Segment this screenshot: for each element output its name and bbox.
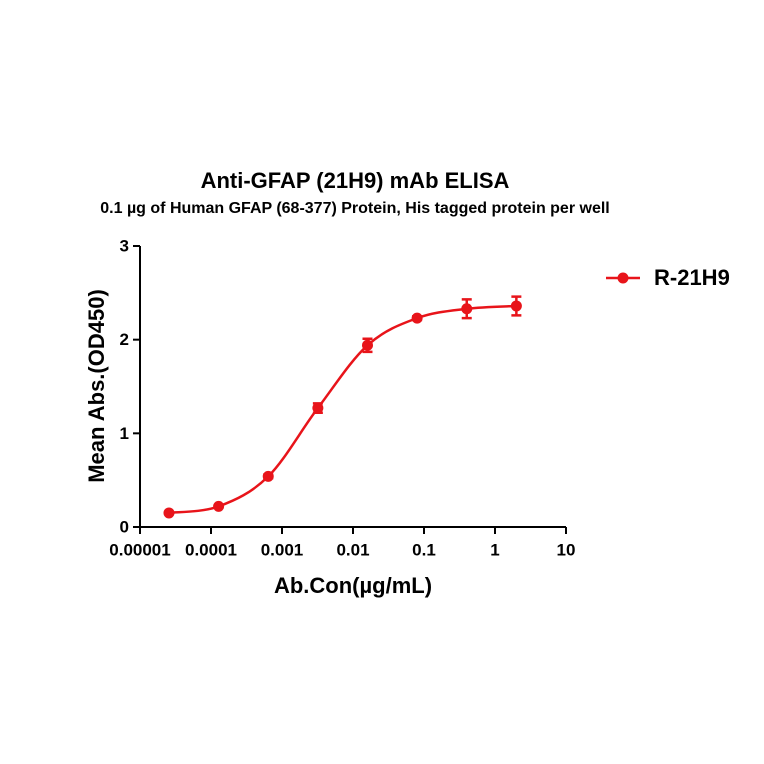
y-tick-label: 3 [120, 236, 129, 255]
data-point [163, 507, 175, 519]
legend-label: R-21H9 [654, 265, 730, 290]
data-point [411, 312, 423, 324]
x-axis-label: Ab.Con(µg/mL) [274, 573, 432, 598]
chart-subtitle: 0.1 µg of Human GFAP (68-377) Protein, H… [100, 200, 609, 217]
data-point [213, 500, 225, 512]
data-point [461, 303, 473, 315]
fit-curve [168, 304, 517, 515]
x-tick-label: 0.00001 [109, 540, 170, 559]
y-axis-label: Mean Abs.(OD450) [84, 289, 109, 483]
data-point [312, 402, 324, 414]
y-tick-label: 0 [120, 517, 129, 536]
data-point [262, 470, 274, 482]
chart-title: Anti-GFAP (21H9) mAb ELISA [201, 168, 510, 193]
x-tick-label: 1 [490, 540, 499, 559]
data-point [361, 339, 373, 351]
x-tick-label: 10 [557, 540, 576, 559]
x-tick-label: 0.1 [412, 540, 436, 559]
x-tick-label: 0.001 [261, 540, 304, 559]
data-point [510, 300, 522, 312]
x-tick-label: 0.01 [336, 540, 369, 559]
y-tick-label: 1 [120, 424, 129, 443]
legend-marker [617, 272, 629, 284]
y-tick-label: 2 [120, 330, 129, 349]
x-tick-label: 0.0001 [185, 540, 237, 559]
